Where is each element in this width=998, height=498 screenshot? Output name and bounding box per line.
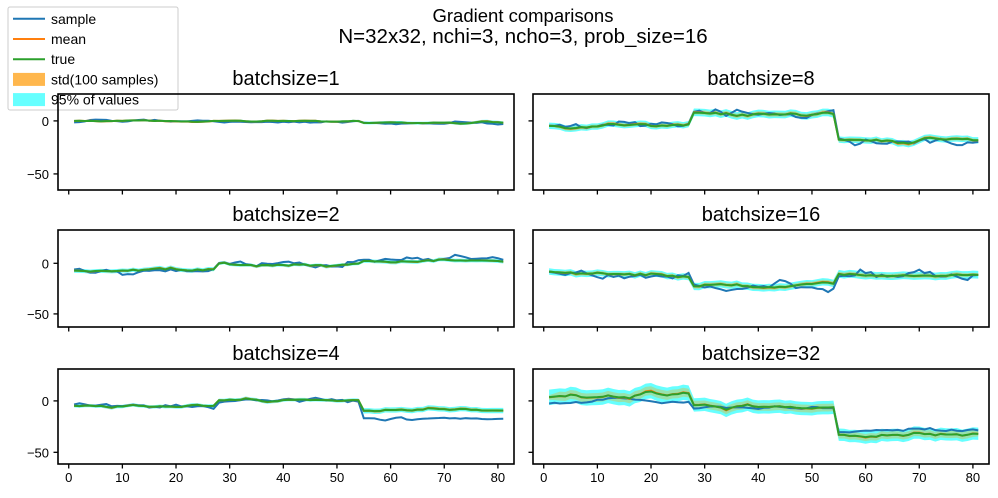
svg-text:70: 70	[912, 470, 926, 485]
svg-text:80: 80	[491, 470, 505, 485]
svg-text:60: 60	[383, 470, 397, 485]
svg-text:0: 0	[42, 256, 49, 271]
svg-text:20: 20	[644, 470, 658, 485]
svg-text:30: 30	[697, 470, 711, 485]
svg-text:−50: −50	[27, 167, 49, 182]
svg-text:70: 70	[437, 470, 451, 485]
svg-text:0: 0	[42, 114, 49, 129]
svg-text:batchsize=4: batchsize=4	[232, 343, 339, 365]
svg-text:−50: −50	[27, 445, 49, 460]
svg-text:30: 30	[222, 470, 236, 485]
svg-text:true: true	[51, 51, 75, 67]
svg-text:80: 80	[966, 470, 980, 485]
svg-text:40: 40	[751, 470, 765, 485]
svg-text:0: 0	[540, 470, 547, 485]
svg-text:N=32x32, nchi=3, ncho=3, prob_: N=32x32, nchi=3, ncho=3, prob_size=16	[338, 25, 707, 48]
svg-text:50: 50	[805, 470, 819, 485]
svg-text:0: 0	[42, 394, 49, 409]
svg-text:60: 60	[858, 470, 872, 485]
svg-text:std(100 samples): std(100 samples)	[51, 71, 158, 87]
svg-text:40: 40	[276, 470, 290, 485]
svg-text:sample: sample	[51, 11, 96, 27]
svg-text:batchsize=2: batchsize=2	[232, 204, 339, 226]
svg-text:10: 10	[590, 470, 604, 485]
svg-text:−50: −50	[27, 307, 49, 322]
svg-text:Gradient comparisons: Gradient comparisons	[433, 5, 614, 26]
svg-text:10: 10	[115, 470, 129, 485]
svg-text:50: 50	[330, 470, 344, 485]
svg-text:0: 0	[65, 470, 72, 485]
svg-text:batchsize=1: batchsize=1	[232, 68, 339, 90]
svg-text:20: 20	[169, 470, 183, 485]
svg-text:batchsize=16: batchsize=16	[702, 204, 820, 226]
svg-text:batchsize=8: batchsize=8	[707, 68, 814, 90]
svg-text:mean: mean	[51, 31, 86, 47]
svg-text:batchsize=32: batchsize=32	[702, 343, 820, 365]
